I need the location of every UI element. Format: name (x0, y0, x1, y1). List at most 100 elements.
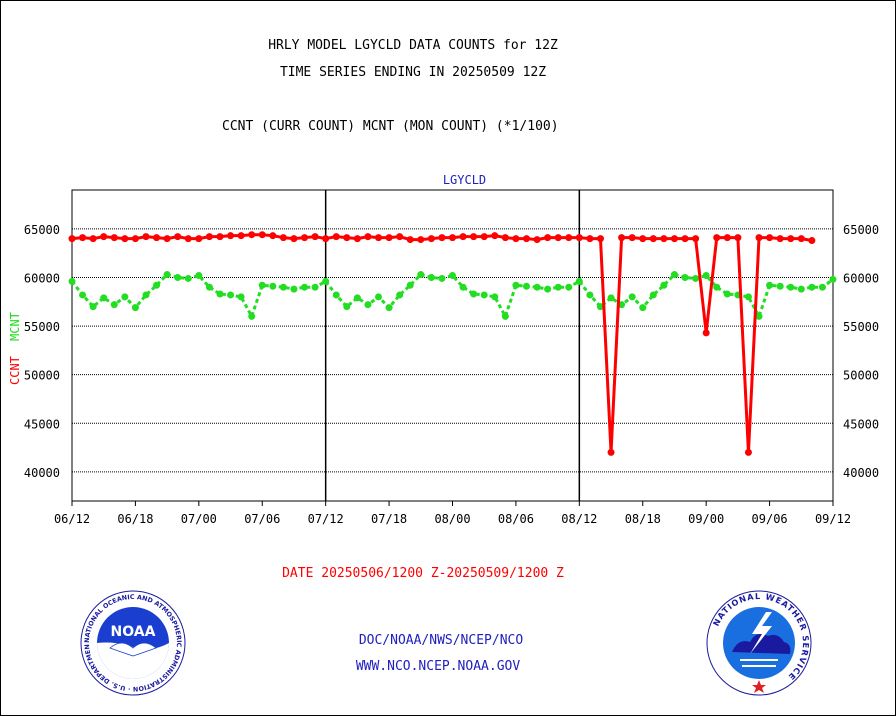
data-point-ccnt (491, 232, 499, 240)
x-tick-label: 08/00 (434, 512, 470, 526)
data-point-ccnt (565, 234, 573, 242)
data-point-ccnt (607, 448, 615, 456)
y-tick-label-right: 65000 (843, 223, 879, 237)
data-point-mcnt (205, 283, 213, 291)
series-line-ccnt (71, 233, 813, 453)
doc-link[interactable]: DOC/NOAA/NWS/NCEP/NCO (358, 633, 524, 648)
data-point-ccnt (205, 233, 213, 241)
data-point-ccnt (131, 235, 139, 243)
data-point-ccnt (723, 234, 731, 242)
data-point-ccnt (438, 234, 446, 242)
x-tick-label: 08/12 (561, 512, 597, 526)
data-point-mcnt (628, 293, 636, 301)
data-point-ccnt (110, 234, 118, 242)
data-point-ccnt (755, 234, 763, 242)
data-point-ccnt (353, 235, 361, 243)
data-point-mcnt (491, 293, 499, 301)
data-point-ccnt (808, 237, 816, 245)
data-point-mcnt (544, 285, 552, 293)
data-point-ccnt (100, 233, 108, 241)
data-point-mcnt (131, 304, 139, 312)
x-tick-label: 09/06 (752, 512, 788, 526)
data-point-mcnt (396, 291, 404, 299)
data-point-ccnt (744, 448, 752, 456)
data-point-ccnt (163, 235, 171, 243)
nws-logo: NATIONAL WEATHER SERVICE (706, 590, 812, 696)
data-point-ccnt (248, 231, 256, 239)
panel-title: LGYCLD (443, 173, 486, 187)
data-point-ccnt (216, 233, 224, 241)
data-point-ccnt (375, 234, 383, 242)
chart-title-line1: HRLY MODEL LGYCLD DATA COUNTS for 12Z (268, 38, 558, 53)
data-point-ccnt (575, 234, 583, 242)
data-point-ccnt (670, 235, 678, 243)
data-point-ccnt (554, 234, 562, 242)
data-point-mcnt (787, 283, 795, 291)
data-point-ccnt (713, 234, 721, 242)
x-tick-label: 08/18 (625, 512, 661, 526)
data-point-mcnt (470, 290, 478, 298)
data-point-mcnt (755, 312, 763, 320)
data-point-mcnt (68, 277, 76, 285)
data-point-mcnt (184, 274, 192, 282)
x-tick-label: 06/12 (54, 512, 90, 526)
data-point-ccnt (121, 235, 129, 243)
data-point-mcnt (406, 281, 414, 289)
data-point-mcnt (533, 283, 541, 291)
data-point-ccnt (586, 235, 594, 243)
data-point-mcnt (522, 282, 530, 290)
x-tick-label: 09/12 (815, 512, 851, 526)
data-point-mcnt (818, 283, 826, 291)
data-point-ccnt (512, 235, 520, 243)
y-tick-label-right: 60000 (843, 271, 879, 285)
data-point-mcnt (702, 272, 710, 280)
y-tick-label-left: 50000 (24, 369, 60, 383)
data-point-mcnt (79, 291, 87, 299)
data-point-ccnt (258, 231, 266, 239)
data-point-mcnt (121, 293, 129, 301)
data-point-mcnt (670, 271, 678, 279)
data-point-mcnt (269, 282, 277, 290)
data-point-mcnt (174, 273, 182, 281)
data-point-ccnt (364, 233, 372, 241)
data-point-ccnt (628, 234, 636, 242)
data-point-ccnt (68, 235, 76, 243)
data-point-mcnt (565, 283, 573, 291)
data-point-mcnt (110, 301, 118, 309)
data-point-ccnt (596, 235, 604, 243)
data-point-ccnt (237, 232, 245, 240)
data-point-mcnt (279, 283, 287, 291)
data-point-ccnt (406, 236, 414, 244)
data-point-mcnt (237, 293, 245, 301)
data-point-mcnt (449, 272, 456, 280)
data-point-mcnt (163, 271, 171, 279)
data-point-mcnt (438, 274, 446, 282)
website-link[interactable]: WWW.NCO.NCEP.NOAA.GOV (355, 659, 521, 674)
data-point-ccnt (279, 234, 287, 242)
data-point-ccnt (797, 235, 805, 243)
data-point-mcnt (607, 294, 615, 302)
data-point-ccnt (734, 234, 742, 242)
data-point-ccnt (766, 234, 774, 242)
y-tick-label-left: 60000 (24, 271, 60, 285)
x-tick-label: 08/06 (498, 512, 534, 526)
data-point-mcnt (586, 291, 594, 299)
data-point-ccnt (522, 235, 530, 243)
data-point-ccnt (227, 232, 235, 240)
x-tick-label: 07/12 (308, 512, 344, 526)
data-point-ccnt (470, 233, 478, 241)
data-point-ccnt (618, 234, 626, 242)
data-point-ccnt (639, 235, 647, 243)
data-point-mcnt (480, 291, 488, 299)
data-point-mcnt (89, 303, 97, 311)
data-point-ccnt (301, 234, 309, 242)
data-point-ccnt (290, 235, 298, 243)
data-point-ccnt (692, 235, 700, 243)
data-point-ccnt (480, 233, 488, 241)
data-point-mcnt (808, 283, 816, 291)
x-tick-label: 07/00 (181, 512, 217, 526)
data-point-mcnt (596, 303, 604, 311)
data-point-mcnt (100, 294, 108, 302)
data-point-mcnt (512, 281, 520, 289)
y-tick-label-left: 65000 (24, 223, 60, 237)
